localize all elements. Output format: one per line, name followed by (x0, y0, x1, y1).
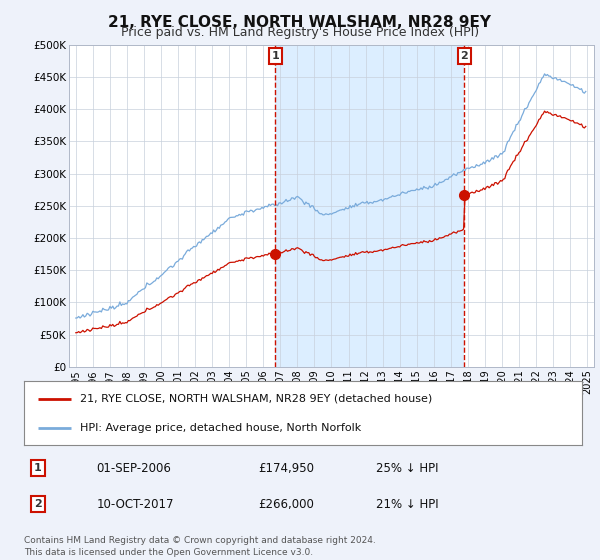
Text: 21, RYE CLOSE, NORTH WALSHAM, NR28 9EY (detached house): 21, RYE CLOSE, NORTH WALSHAM, NR28 9EY (… (80, 394, 432, 404)
Text: 25% ↓ HPI: 25% ↓ HPI (376, 461, 438, 474)
Text: 01-SEP-2006: 01-SEP-2006 (97, 461, 172, 474)
Text: 2: 2 (34, 499, 42, 509)
Text: 21, RYE CLOSE, NORTH WALSHAM, NR28 9EY: 21, RYE CLOSE, NORTH WALSHAM, NR28 9EY (109, 15, 491, 30)
Text: £174,950: £174,950 (259, 461, 314, 474)
Text: £266,000: £266,000 (259, 498, 314, 511)
Text: Contains HM Land Registry data © Crown copyright and database right 2024.
This d: Contains HM Land Registry data © Crown c… (24, 536, 376, 557)
Text: 1: 1 (272, 52, 279, 61)
Bar (275, 45, 464, 367)
Text: HPI: Average price, detached house, North Norfolk: HPI: Average price, detached house, Nort… (80, 423, 361, 433)
Text: 10-OCT-2017: 10-OCT-2017 (97, 498, 174, 511)
Text: Price paid vs. HM Land Registry's House Price Index (HPI): Price paid vs. HM Land Registry's House … (121, 26, 479, 39)
Text: 21% ↓ HPI: 21% ↓ HPI (376, 498, 438, 511)
Text: 2: 2 (460, 52, 468, 61)
Text: 1: 1 (34, 463, 42, 473)
